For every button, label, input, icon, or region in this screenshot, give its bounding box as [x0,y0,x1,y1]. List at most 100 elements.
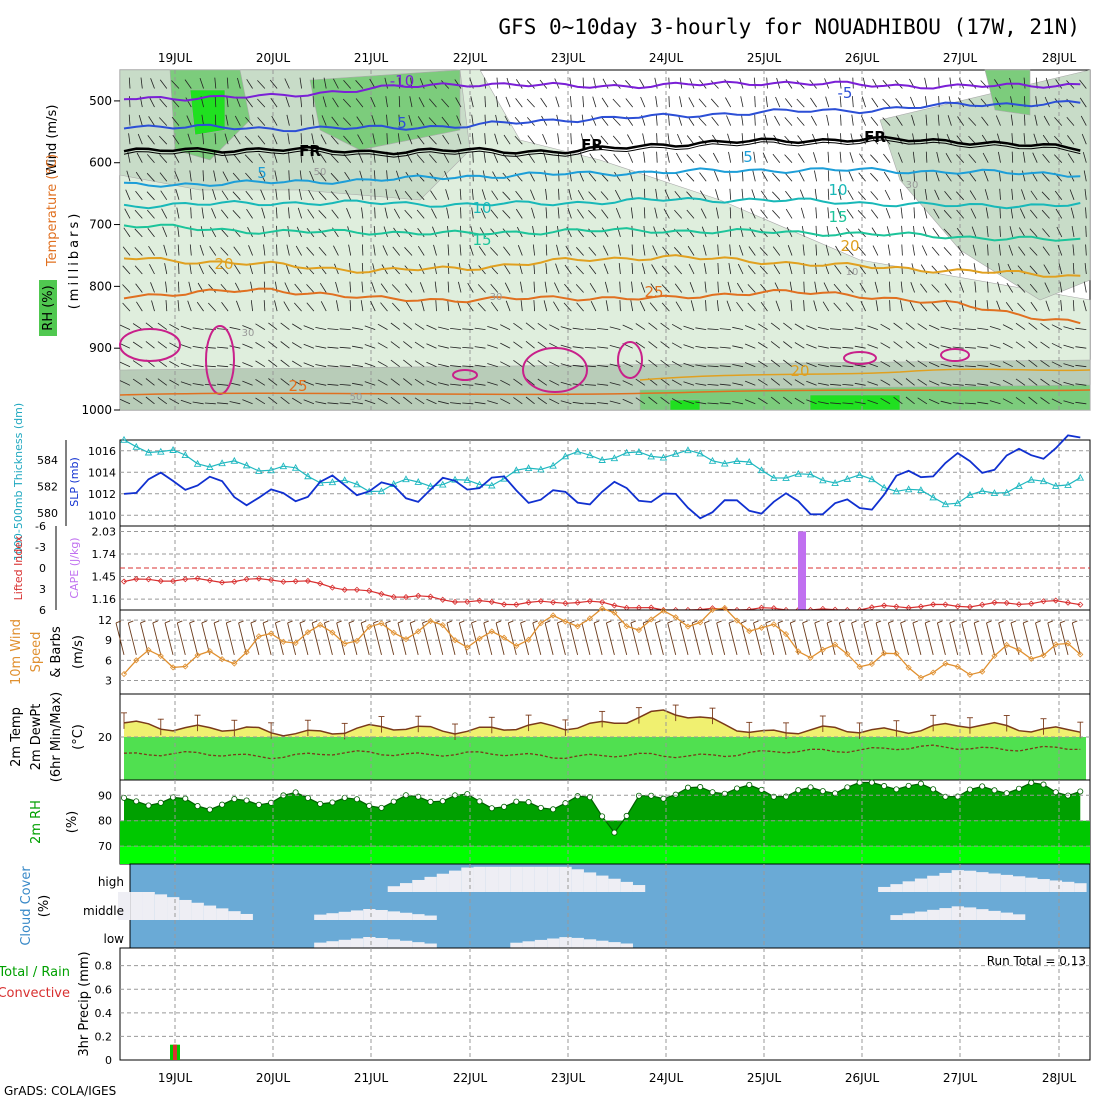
wind10m-barb-flag [115,620,122,624]
precip-axis-label: 3hr Precip (mm) [77,951,92,1056]
wind-barb [361,281,364,293]
wind-barb [662,246,670,256]
wind-barb [374,188,376,200]
wind-barb [310,152,315,163]
cape-axis-label: CAPE (J/kg) [68,537,81,598]
wind-barb [719,328,731,330]
cloud-cell-low [547,938,560,948]
temp2m-fill [121,704,1086,780]
wind10m-point [476,635,483,642]
wind-barb [1051,398,1062,405]
wind-barb [435,300,437,312]
wind-barb [268,378,278,386]
wind10m-point [304,629,311,636]
wind-barb [622,361,633,368]
wind-barb [737,263,744,275]
wind-barb [330,135,339,145]
wind-barb [447,300,450,312]
wind-barb [149,264,155,275]
wind-barb [201,114,204,126]
wind-barb [772,153,781,163]
wind10m-point [868,660,875,668]
wind-barb [119,398,131,405]
wind-barb [306,284,315,293]
wind-barb [742,170,744,182]
wind-barb [487,344,498,349]
wind-barb [404,247,413,256]
wind-barb [159,79,168,89]
wind-barb [977,401,989,405]
wind-barb [1055,79,1063,89]
contour-label: 10 [472,199,491,217]
wind-barb [187,300,192,312]
wind-barb [286,244,290,256]
wind-barb [1066,117,1075,126]
wind10m-barb-flag [765,620,771,624]
cloud-cell-high [902,881,915,892]
wind-barb [686,154,695,163]
cloud-cell-high [1025,877,1038,892]
wind-barb [1054,117,1063,126]
wind10m-point [991,652,998,659]
thickness-point [622,448,631,456]
wind-barb [471,188,474,200]
wind-barb [245,190,253,201]
rh-point [182,795,189,802]
speed-axis-label: Speed [29,632,44,673]
wind-barb [303,343,315,349]
wind10m-barb [471,622,480,656]
wind10m-barb [422,622,431,656]
lifted-contour [617,341,643,379]
top-date-label: 21JUL [354,51,389,65]
wind-barb [661,265,670,275]
wind-barb [428,117,437,126]
wind10m-point [684,623,692,630]
wind-barb [924,77,928,89]
wind-barb [675,301,683,312]
rh-area [189,89,226,136]
wind10m-barb-flag [937,620,943,624]
wind-barb [1042,246,1050,256]
wind-barb [924,188,928,200]
cloud-cell-high [387,886,401,892]
cloud-cell-middle [228,911,241,920]
wind10m-barb-flag [790,620,796,624]
cloud-cell-high [534,866,548,892]
cloud-units-label: (%) [37,895,52,918]
wind-barb [614,171,621,182]
wind-barb [851,114,854,126]
wind10m-point [402,636,410,643]
wind10m-point [733,617,741,624]
wind-barb [814,170,817,182]
wind-barb [474,346,486,349]
wind-barb [949,77,952,89]
wind-barb [614,189,621,200]
rh-point [439,798,446,805]
wind-barb [330,172,339,182]
lifted-index-point [574,599,581,606]
wind-barb [462,328,474,330]
pressure-tick-label: 700 [89,218,112,232]
wind-barb [1040,360,1050,368]
rh-area [669,399,701,411]
rh-point [1040,781,1047,788]
wind-barb [339,365,351,368]
wind10m-barb-flag [164,620,171,624]
wind-barb [740,226,744,237]
wind-barb [163,244,168,256]
lifted-index-point [194,575,201,582]
wind-barb [711,116,719,126]
wind-barb [159,98,168,108]
wind-barb [557,207,560,219]
wind-barb [383,226,388,238]
wind-barb [695,346,707,349]
wind-barb [319,172,327,182]
wind10m-barb [691,622,701,656]
wind-barb [846,209,854,219]
wind-barb [417,116,425,126]
wind-barb [788,263,793,275]
wind-barb [728,263,732,275]
wind-barb [1060,300,1063,312]
wind-barb [242,362,253,368]
